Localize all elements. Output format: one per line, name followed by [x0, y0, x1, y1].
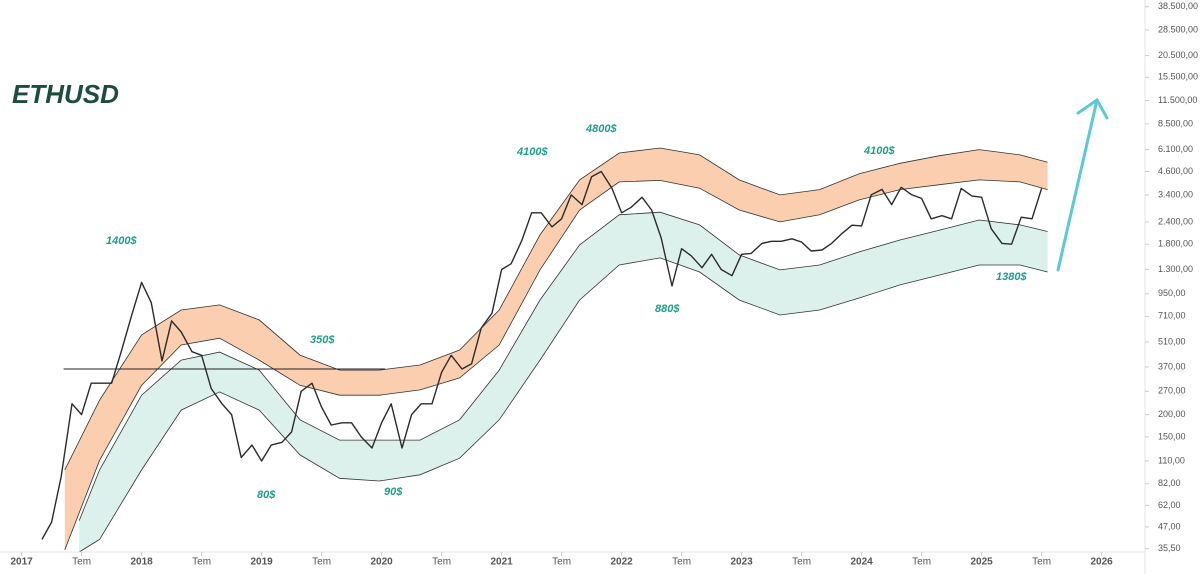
y-tick-label: 710,00	[1158, 311, 1186, 321]
x-tick-label: Tem	[72, 557, 91, 568]
annotation: 4100$	[516, 146, 548, 158]
y-tick-label: 1.300,00	[1158, 264, 1193, 274]
y-tick-label: 8.500,00	[1158, 118, 1193, 128]
y-tick-label: 1.800,00	[1158, 239, 1193, 249]
price-line	[41, 170, 1043, 540]
annotation: 80$	[257, 489, 276, 501]
x-tick-label: 2025	[970, 557, 993, 568]
annotation: 4100$	[863, 145, 895, 157]
y-tick-label: 270,00	[1158, 386, 1186, 396]
x-tick-label: Tem	[552, 557, 571, 568]
x-tick-label: Tem	[792, 557, 811, 568]
x-tick-label: Tem	[312, 557, 331, 568]
annotation: 4800$	[585, 123, 617, 135]
x-tick-label: 2018	[130, 557, 153, 568]
y-tick-label: 28.500,00	[1158, 24, 1198, 34]
y-tick-label: 110,00	[1158, 455, 1185, 465]
y-tick-label: 2.400,00	[1158, 216, 1193, 226]
y-tick-label: 35,50	[1158, 543, 1181, 553]
x-tick-label: Tem	[912, 557, 931, 568]
x-tick-label: 2024	[850, 557, 873, 568]
y-tick-label: 62,00	[1158, 500, 1181, 510]
x-tick-label: 2021	[490, 557, 513, 568]
band-upper	[64, 147, 1048, 471]
x-tick-label: Tem	[432, 557, 451, 568]
arrow	[1056, 97, 1109, 272]
x-tick-label: 2023	[730, 557, 753, 568]
annotation: 90$	[384, 486, 403, 498]
chart-title: ETHUSD	[12, 79, 119, 109]
y-tick-label: 11.500,00	[1158, 95, 1197, 105]
x-tick-label: 2022	[610, 557, 633, 568]
y-tick-label: 3.400,00	[1158, 189, 1193, 199]
y-tick-label: 4.600,00	[1158, 166, 1193, 176]
band-lower	[78, 257, 1048, 553]
y-tick-label: 200,00	[1158, 409, 1186, 419]
annotation: 1400$	[106, 235, 137, 247]
y-tick-label: 150,00	[1158, 431, 1186, 441]
band-lower	[64, 179, 1048, 550]
y-tick-label: 38.500,00	[1158, 1, 1198, 11]
x-tick-label: Tem	[192, 557, 211, 568]
x-tick-label: 2020	[370, 557, 393, 568]
y-tick-label: 370,00	[1158, 361, 1186, 371]
y-tick-label: 6.100,00	[1158, 144, 1193, 154]
x-tick-label: 2026	[1090, 557, 1113, 568]
y-tick-label: 47,00	[1158, 521, 1181, 531]
y-tick-label: 82,00	[1158, 478, 1181, 488]
y-tick-label: 950,00	[1158, 288, 1186, 298]
band-upper	[78, 211, 1048, 521]
x-tick-label: Tem	[672, 557, 691, 568]
y-tick-label: 15.500,00	[1158, 72, 1198, 82]
y-tick-label: 20.500,00	[1158, 50, 1198, 60]
annotation: 1380$	[996, 271, 1027, 283]
annotation: 350$	[310, 334, 335, 346]
band-fill	[64, 148, 1048, 550]
plot-area	[41, 147, 1048, 553]
annotation: 880$	[655, 303, 680, 315]
x-tick-label: Tem	[1032, 557, 1051, 568]
y-tick-label: 510,00	[1158, 336, 1186, 346]
x-tick-label: 2017	[10, 557, 33, 568]
x-tick-label: 2019	[250, 557, 273, 568]
